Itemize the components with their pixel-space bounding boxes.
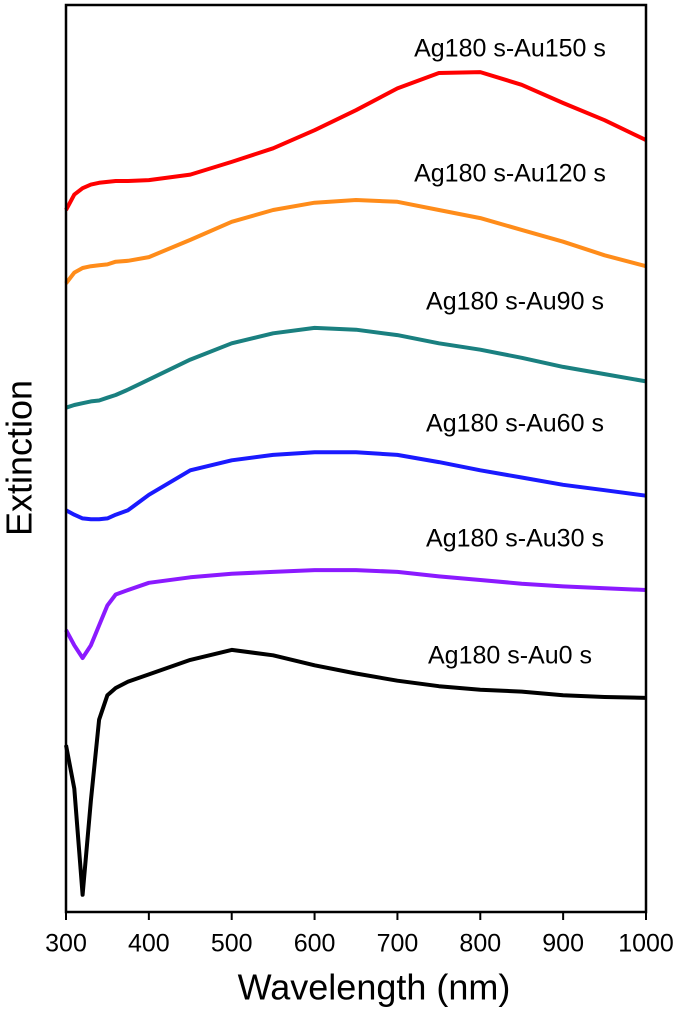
series-line [64,647,647,897]
x-tick-label: 500 [211,930,253,958]
series-label: Ag180 s-Au150 s [414,35,606,63]
x-tick-label: 1000 [618,930,674,958]
x-tick-label: 300 [45,930,87,958]
series-label: Ag180 s-Au30 s [426,525,604,553]
x-tick-label: 900 [542,930,584,958]
series-label: Ag180 s-Au60 s [426,410,604,438]
y-axis-title: Extinction [0,380,40,536]
x-axis-title: Wavelength (nm) [238,967,511,1008]
series-label: Ag180 s-Au90 s [426,288,604,316]
series-label: Ag180 s-Au120 s [414,160,606,188]
series-line [65,325,647,410]
series-line [64,198,647,285]
series-line [65,450,647,522]
series-label: Ag180 s-Au0 s [428,642,592,670]
plot-frame [64,3,648,914]
x-tick-label: 400 [128,930,170,958]
series-line [64,568,647,660]
x-tick-label: 800 [459,930,501,958]
series-line [64,70,647,211]
x-tick-label: 700 [377,930,419,958]
x-tick-label: 600 [294,930,336,958]
